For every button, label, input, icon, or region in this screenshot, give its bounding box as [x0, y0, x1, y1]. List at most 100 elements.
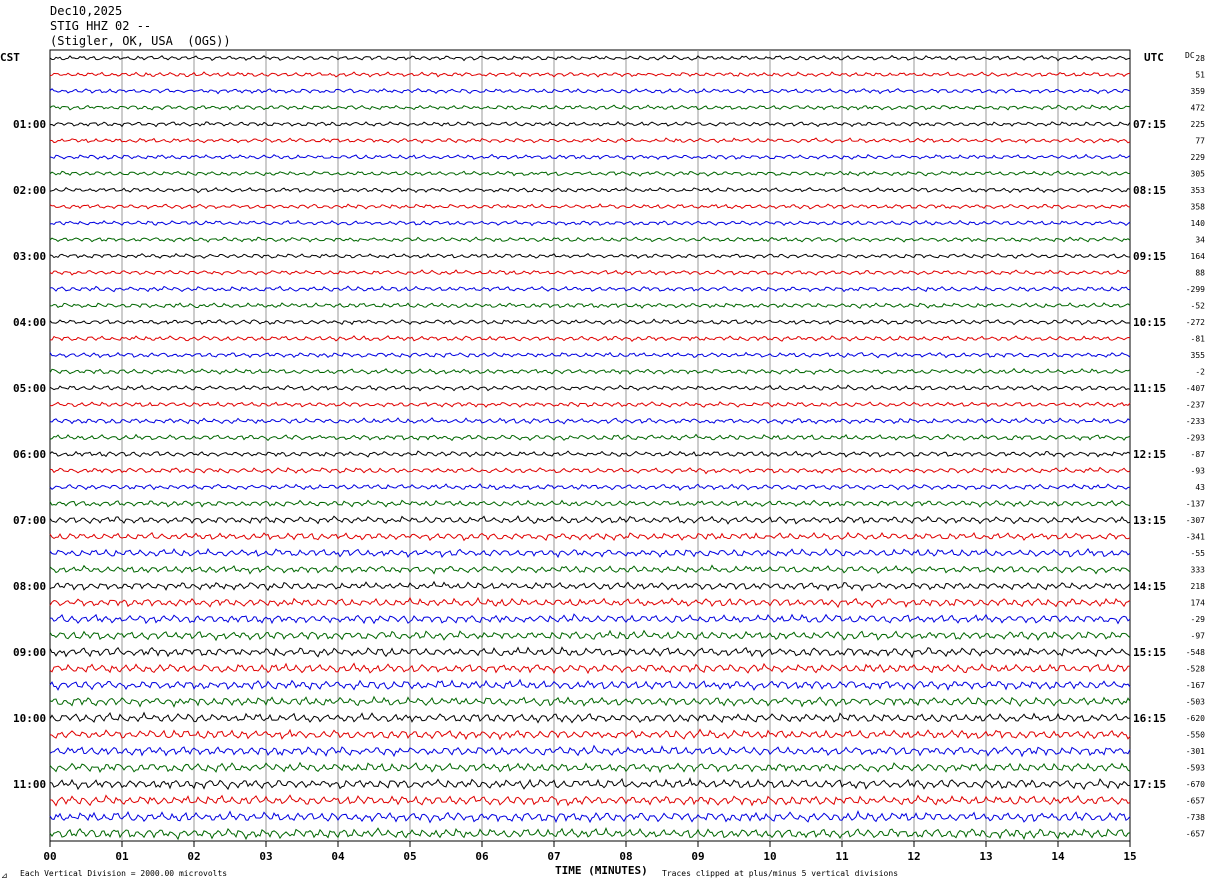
- dc-offset-value: -407: [1186, 384, 1205, 393]
- dc-offset-value: -167: [1186, 681, 1205, 690]
- dc-offset-value: 305: [1191, 170, 1206, 179]
- trace-line: [49, 302, 1131, 309]
- trace-line: [49, 186, 1131, 194]
- dc-offset-value: 229: [1191, 153, 1206, 162]
- trace-line: [49, 54, 1131, 62]
- dc-offset-value: -301: [1186, 747, 1205, 756]
- dc-offset-value: -548: [1186, 648, 1205, 657]
- dc-offset-value: -620: [1186, 714, 1205, 723]
- trace-line: [49, 809, 1131, 824]
- dc-offset-value: 34: [1195, 236, 1205, 245]
- dc-offset-value: 28: [1195, 54, 1205, 63]
- trace-line: [49, 629, 1131, 642]
- plot-header: Dec10,2025 STIG HHZ 02 -- (Stigler, OK, US…: [50, 4, 231, 49]
- utc-hour-labels: 07:15 08:15 09:15 10:15 11:15 12:15 13:15 14:15…: [1133, 118, 1166, 791]
- dc-offset-value: -137: [1186, 500, 1205, 509]
- x-tick-label: 11: [835, 850, 849, 863]
- dc-offset-value: -52: [1191, 302, 1206, 311]
- x-tick-label: 04: [331, 850, 345, 863]
- trace-line: [49, 88, 1131, 95]
- cst-hour-label: 09:00: [13, 646, 46, 659]
- trace-line: [49, 515, 1131, 525]
- trace-line: [49, 646, 1131, 659]
- dc-offset-value: -29: [1191, 615, 1206, 624]
- dc-offset-value: 43: [1195, 483, 1205, 492]
- trace-line: [49, 761, 1131, 774]
- trace-line: [49, 433, 1131, 442]
- x-tick-label: 00: [43, 850, 56, 863]
- footer-corner-mark: ⊿: [1, 871, 8, 880]
- dc-offset-value: 333: [1191, 566, 1206, 575]
- trace-line: [49, 499, 1131, 508]
- dc-offset-value: -593: [1186, 764, 1205, 773]
- trace-line: [49, 711, 1131, 724]
- dc-offset-value: -87: [1191, 450, 1206, 459]
- trace-line: [49, 269, 1131, 276]
- utc-hour-label: 12:15: [1133, 448, 1166, 461]
- dc-offset-value: -341: [1186, 533, 1205, 542]
- trace-line: [49, 153, 1131, 161]
- trace-line: [49, 580, 1131, 592]
- clip-note: Traces clipped at plus/minus 5 vertical …: [662, 869, 898, 878]
- utc-hour-label: 07:15: [1133, 118, 1166, 131]
- x-axis-title: TIME (MINUTES): [555, 864, 648, 877]
- right-timezone-label: UTC: [1144, 51, 1164, 64]
- dc-offset-value: -272: [1186, 318, 1205, 327]
- trace-line: [49, 351, 1131, 359]
- dc-offset-value: 353: [1191, 186, 1206, 195]
- trace-line: [49, 367, 1131, 375]
- x-tick-label: 14: [1051, 850, 1065, 863]
- cst-hour-label: 04:00: [13, 316, 46, 329]
- trace-line: [49, 236, 1131, 243]
- dc-offset-value: -237: [1186, 401, 1205, 410]
- cst-hour-label: 07:00: [13, 514, 46, 527]
- trace-line: [49, 794, 1131, 807]
- x-tick-label: 03: [259, 850, 272, 863]
- cst-hour-label: 01:00: [13, 118, 46, 131]
- x-tick-label: 15: [1123, 850, 1136, 863]
- dc-offset-value: 174: [1191, 599, 1206, 608]
- trace-line: [49, 678, 1131, 691]
- trace-line: [49, 744, 1131, 758]
- trace-line: [49, 728, 1131, 741]
- trace-line: [49, 71, 1131, 78]
- trace-line: [49, 548, 1131, 559]
- x-tick-label: 10: [763, 850, 776, 863]
- dc-offset-value: 359: [1191, 87, 1206, 96]
- dc-offset-value: 218: [1191, 582, 1206, 591]
- dc-offset-value: 164: [1191, 252, 1206, 261]
- dc-offset-value: -233: [1186, 417, 1205, 426]
- dc-offset-value: -93: [1191, 467, 1206, 476]
- dc-offset-value: 51: [1195, 71, 1205, 80]
- dc-offset-value: -299: [1186, 285, 1205, 294]
- dc-offset-value: -307: [1186, 516, 1205, 525]
- utc-hour-label: 13:15: [1133, 514, 1166, 527]
- x-tick-label: 13: [979, 850, 992, 863]
- location-label: (Stigler, OK, USA (OGS)): [50, 34, 231, 48]
- trace-line: [49, 613, 1131, 625]
- x-tick-label: 01: [115, 850, 129, 863]
- x-tick-label: 12: [907, 850, 920, 863]
- cst-hour-label: 10:00: [13, 712, 46, 725]
- trace-line: [49, 662, 1131, 675]
- utc-hour-label: 08:15: [1133, 184, 1166, 197]
- dc-offset-value: 88: [1195, 269, 1205, 278]
- trace-line: [49, 483, 1131, 491]
- dc-offset-value: -670: [1186, 780, 1205, 789]
- dc-offset-value: 140: [1191, 219, 1206, 228]
- date-label: Dec10,2025: [50, 4, 123, 18]
- cst-hour-label: 05:00: [13, 382, 46, 395]
- utc-hour-label: 16:15: [1133, 712, 1166, 725]
- trace-line: [49, 417, 1131, 425]
- trace-line: [49, 564, 1131, 575]
- dc-offset-labels: 28 51 359 472 225 77 229 305 353 358 140 34 164 88 -29…: [1186, 54, 1205, 839]
- cst-hour-label: 06:00: [13, 448, 46, 461]
- dc-offset-value: -528: [1186, 665, 1205, 674]
- trace-line: [49, 384, 1131, 392]
- dc-offset-value: 77: [1195, 137, 1205, 146]
- dc-offset-value: -657: [1186, 797, 1205, 806]
- trace-line: [49, 170, 1131, 177]
- trace-line: [49, 335, 1131, 343]
- dc-offset-value: 225: [1191, 120, 1206, 129]
